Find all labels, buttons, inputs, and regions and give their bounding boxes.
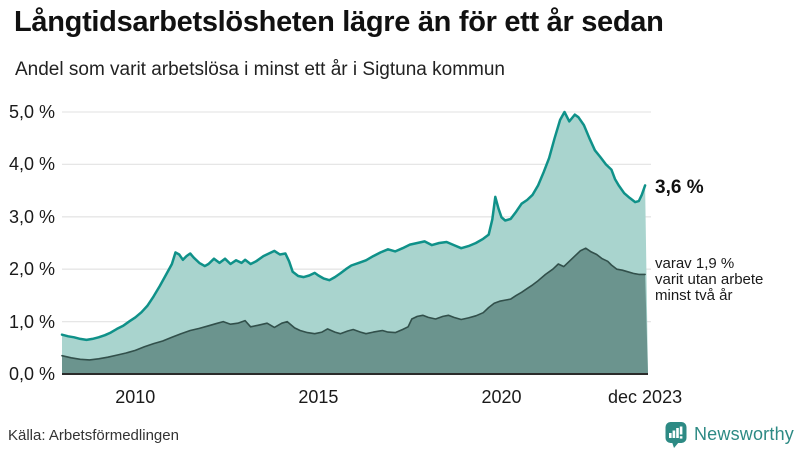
y-tick-label: 4,0 % [8, 154, 55, 175]
x-tick-label: 2015 [298, 387, 339, 407]
x-tick-label: dec 2023 [608, 387, 683, 407]
newsworthy-bubble-chart-icon [665, 421, 687, 448]
newsworthy-wordmark[interactable]: Newsworthy [693, 423, 794, 444]
source-label: Källa: Arbetsförmedlingen [8, 427, 179, 444]
y-tick-label: 2,0 % [8, 259, 55, 280]
y-tick-label: 5,0 % [8, 102, 55, 122]
y-tick-label: 3,0 % [8, 206, 55, 227]
end-value-label-total: 3,6 % [655, 177, 704, 198]
series-line-1 [61, 247, 646, 361]
newsworthy-logo[interactable]: Newsworthy [665, 420, 794, 448]
x-tick-label: 2010 [115, 387, 156, 407]
series-line-0 [60, 110, 647, 342]
x-tick-label: 2020 [481, 387, 522, 407]
end-value-label-two-years: varav 1,9 % varit utan arbete minst två … [655, 255, 764, 304]
y-tick-label: 1,0 % [8, 311, 55, 332]
y-tick-label: 0,0 % [8, 364, 55, 384]
series-area-1 [62, 248, 648, 374]
chart-subtitle: Andel som varit arbetslösa i minst ett å… [15, 59, 505, 80]
chart-title: Långtidsarbetslösheten lägre än för ett … [14, 6, 664, 38]
